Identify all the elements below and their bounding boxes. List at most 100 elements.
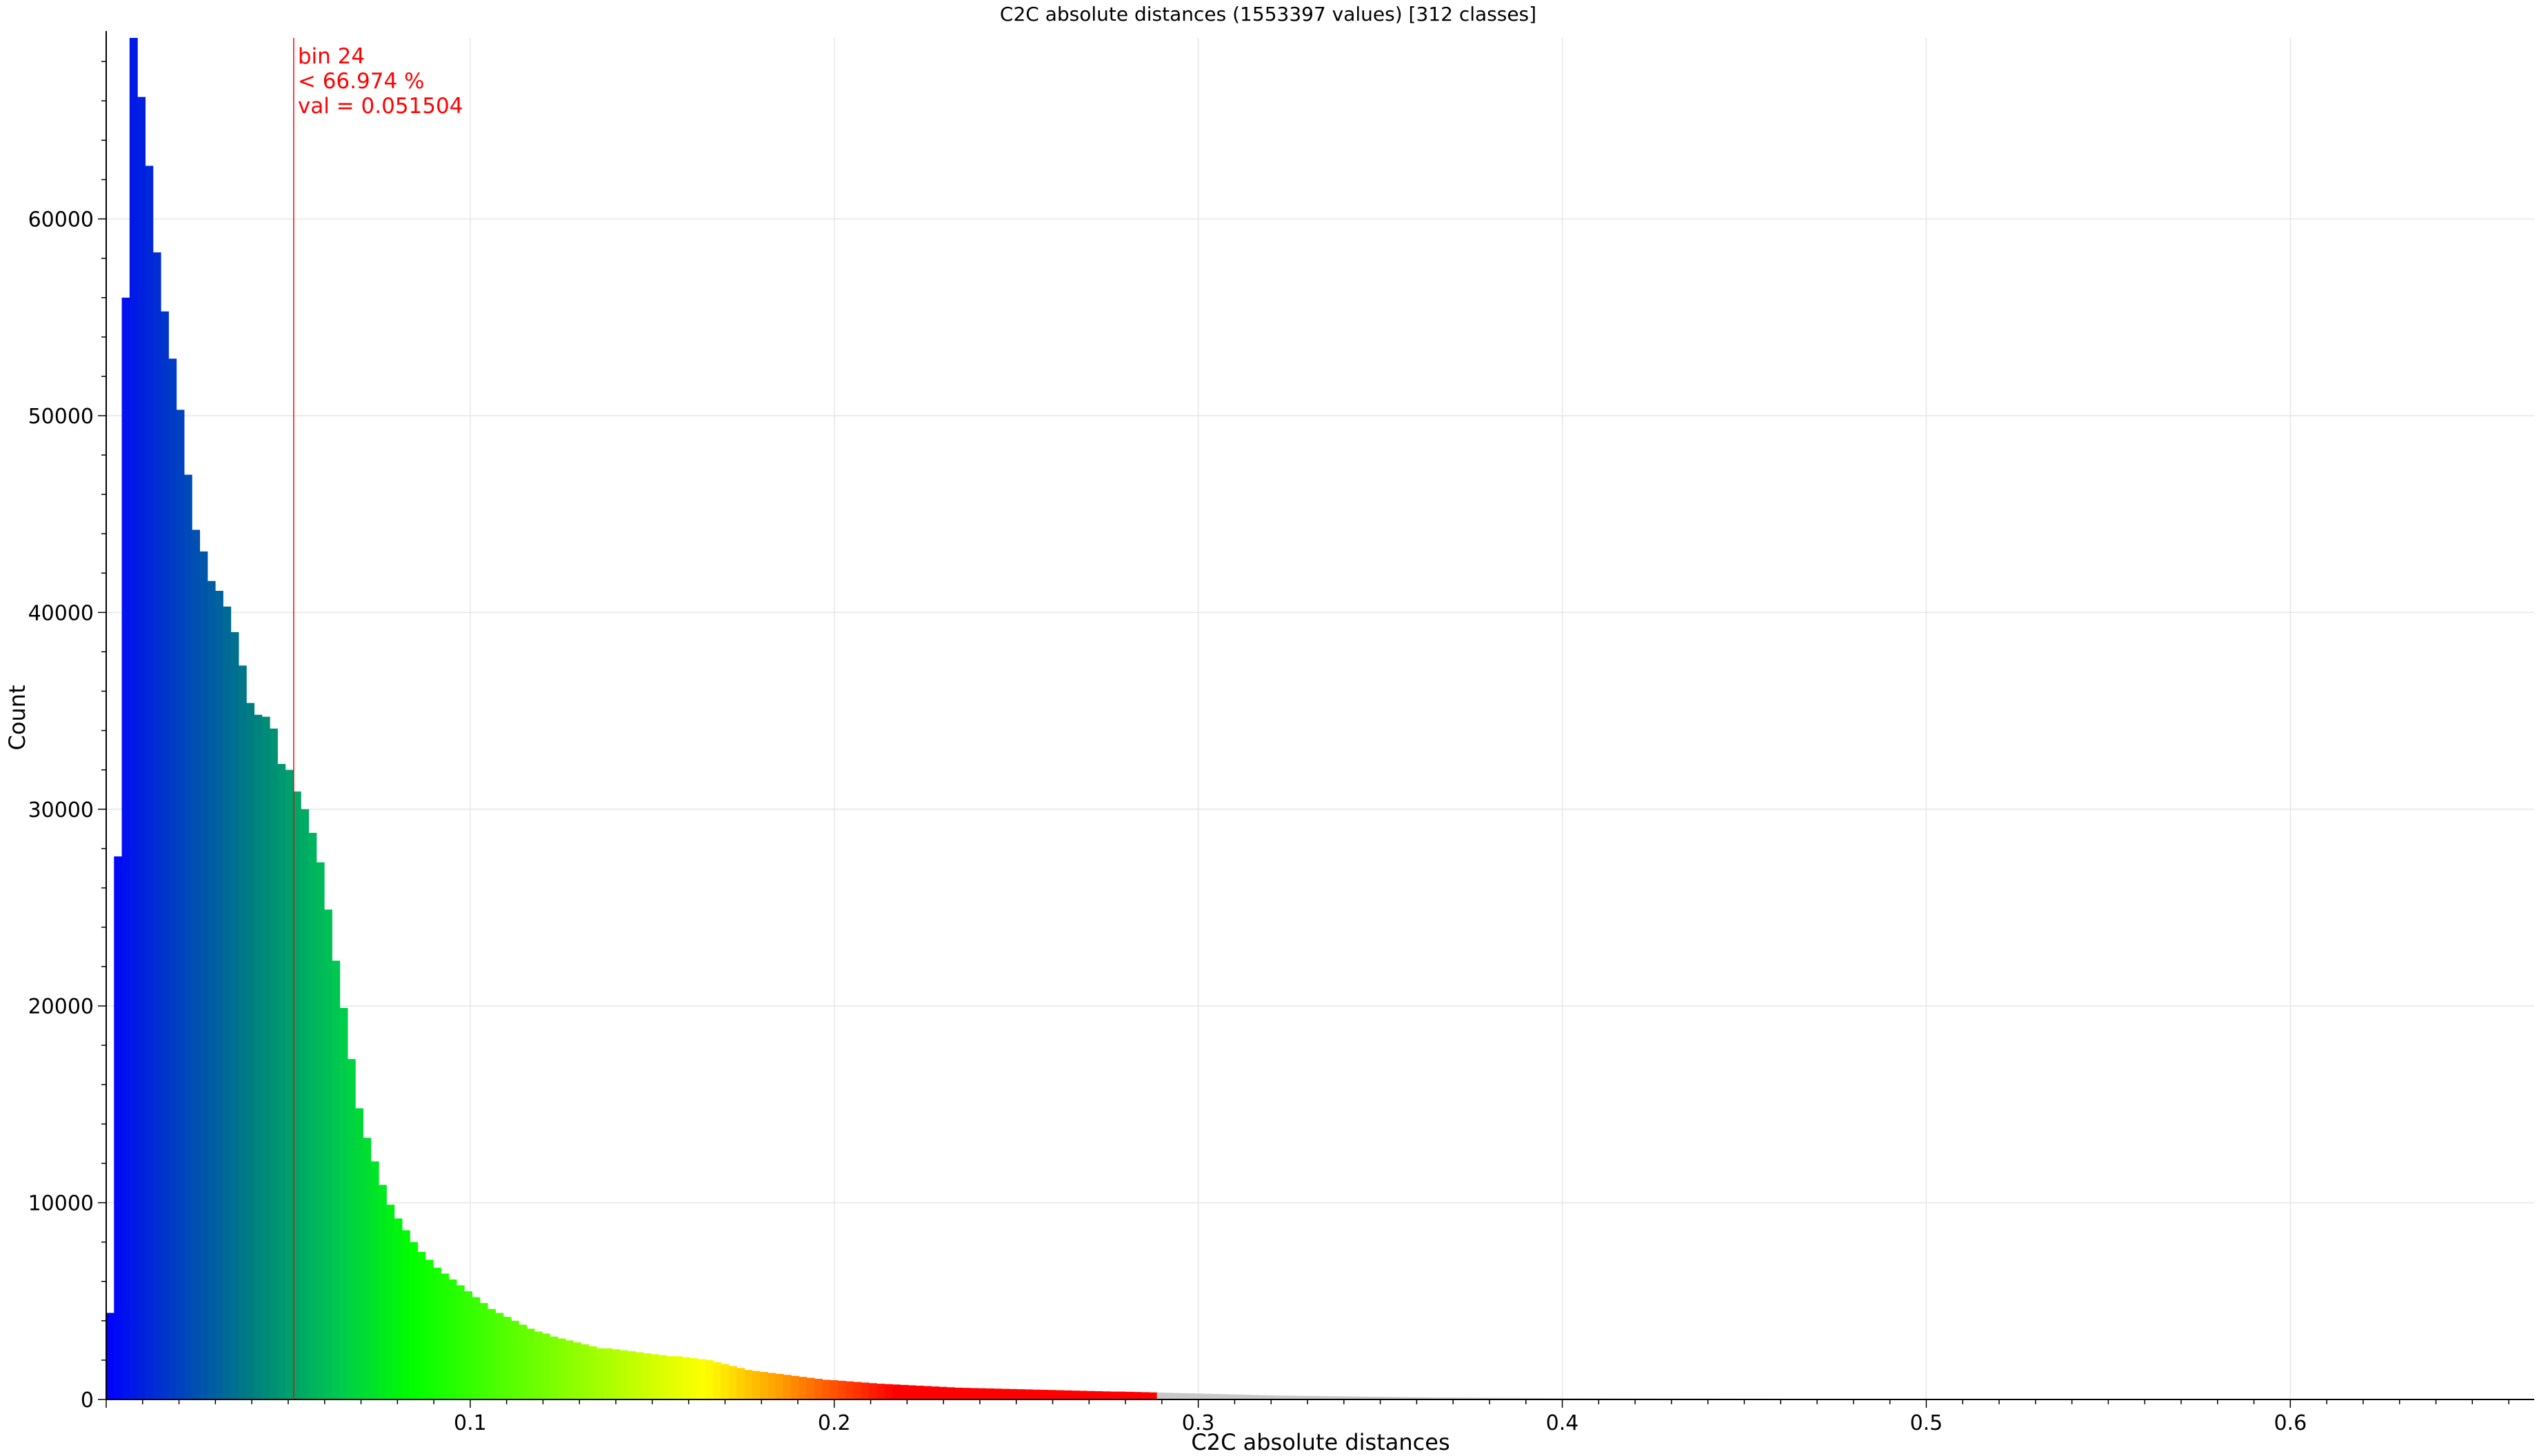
x-tick-label: 0.2 bbox=[818, 1411, 851, 1435]
histogram-bar bbox=[1538, 1397, 1547, 1399]
histogram-bar bbox=[192, 529, 201, 1400]
histogram-bar bbox=[1305, 1395, 1313, 1399]
x-tick-label: 0.4 bbox=[1546, 1411, 1579, 1435]
histogram-bar bbox=[1351, 1396, 1360, 1399]
histogram-bar bbox=[316, 862, 325, 1399]
histogram-bar bbox=[884, 1384, 893, 1399]
y-tick-label: 20000 bbox=[28, 995, 94, 1019]
chart-title: C2C absolute distances (1553397 values) … bbox=[1000, 3, 1536, 26]
histogram-bar bbox=[923, 1386, 932, 1399]
histogram-bar bbox=[659, 1355, 668, 1399]
histogram-bar bbox=[1289, 1395, 1298, 1399]
y-axis-title: Count bbox=[4, 685, 30, 750]
histogram-bar bbox=[985, 1388, 994, 1399]
histogram-bar bbox=[1296, 1395, 1305, 1399]
histogram-bar bbox=[837, 1380, 846, 1399]
histogram-bar bbox=[1110, 1391, 1119, 1399]
histogram-bar bbox=[915, 1386, 924, 1399]
histogram-bar bbox=[1180, 1393, 1189, 1399]
histogram-bar bbox=[1071, 1391, 1080, 1399]
histogram-bar bbox=[970, 1388, 979, 1399]
grid-layer bbox=[106, 38, 2534, 1399]
histogram-bar bbox=[223, 606, 232, 1399]
histogram-bar bbox=[604, 1348, 613, 1399]
histogram-bar bbox=[363, 1138, 372, 1399]
histogram-bar bbox=[557, 1338, 566, 1399]
histogram-bar bbox=[1094, 1391, 1103, 1399]
histogram-bar bbox=[1343, 1396, 1352, 1399]
histogram-bar bbox=[114, 856, 123, 1399]
histogram-bar bbox=[1499, 1397, 1508, 1399]
histogram-bar bbox=[573, 1342, 582, 1399]
histogram-bar bbox=[1312, 1396, 1321, 1399]
histogram-bar bbox=[1079, 1391, 1087, 1399]
histogram-bar bbox=[495, 1313, 504, 1399]
histogram-bar bbox=[1483, 1397, 1492, 1399]
histogram-bar bbox=[892, 1384, 901, 1399]
histogram-bar bbox=[1016, 1389, 1025, 1399]
histogram-bar bbox=[534, 1331, 543, 1399]
histogram-bar bbox=[246, 702, 255, 1399]
histogram-bar bbox=[1234, 1394, 1243, 1399]
histogram-bar bbox=[401, 1230, 410, 1399]
histogram-bar bbox=[736, 1368, 745, 1399]
histogram-bar bbox=[760, 1372, 768, 1399]
y-tick-label: 0 bbox=[81, 1388, 94, 1413]
histogram-bar bbox=[503, 1317, 512, 1399]
histogram-bar bbox=[1141, 1392, 1150, 1399]
histogram-bar bbox=[643, 1353, 652, 1399]
histogram-bar bbox=[1405, 1397, 1414, 1399]
histogram-bar bbox=[519, 1324, 528, 1399]
histogram-bar bbox=[1024, 1389, 1033, 1399]
histogram-bar bbox=[1273, 1395, 1282, 1399]
histogram-bar bbox=[1047, 1390, 1056, 1399]
histogram-bar bbox=[230, 631, 239, 1400]
histogram-bar bbox=[946, 1387, 955, 1399]
histogram-bar bbox=[137, 97, 146, 1400]
bars-layer bbox=[106, 38, 2535, 1400]
histogram-bar bbox=[261, 716, 270, 1399]
histogram-bar bbox=[1507, 1397, 1516, 1399]
histogram-bar bbox=[292, 791, 301, 1399]
histogram-bar bbox=[542, 1333, 550, 1399]
histogram-bar bbox=[417, 1251, 426, 1399]
histogram-bar bbox=[1530, 1397, 1539, 1399]
histogram-bar bbox=[682, 1357, 691, 1399]
histogram-bar bbox=[379, 1184, 387, 1399]
histogram-bar bbox=[145, 165, 154, 1400]
histogram-bar bbox=[1460, 1397, 1469, 1399]
histogram-bar bbox=[1118, 1391, 1127, 1399]
histogram-bar bbox=[845, 1381, 854, 1399]
x-tick-label: 0.3 bbox=[1182, 1411, 1215, 1435]
histogram-bar bbox=[215, 590, 223, 1399]
histogram-bar bbox=[277, 764, 286, 1399]
histogram-bar bbox=[176, 410, 185, 1399]
histogram-bar bbox=[799, 1377, 808, 1399]
histogram-bar bbox=[479, 1303, 488, 1399]
histogram-bar bbox=[1421, 1397, 1430, 1399]
histogram-bar bbox=[339, 1008, 348, 1399]
histogram-bar bbox=[954, 1387, 963, 1399]
histogram-bar bbox=[129, 38, 138, 1399]
histogram-bar bbox=[783, 1375, 792, 1399]
histogram-bar bbox=[635, 1352, 644, 1399]
histogram-bar bbox=[814, 1379, 823, 1399]
axes-layer: 0.1 0.2 0.3 0.4 0.5 0.6 0 10000 20000 30000 40000 5… bbox=[28, 31, 2534, 1435]
histogram-bar bbox=[806, 1377, 815, 1399]
marker-layer: bin 24< 66.974 %val = 0.051504 bbox=[293, 38, 463, 1399]
histogram-bar bbox=[666, 1356, 675, 1399]
histogram-bar bbox=[394, 1218, 403, 1399]
marker-label: bin 24 bbox=[298, 44, 365, 69]
histogram-bar bbox=[441, 1273, 450, 1399]
histogram-bar bbox=[370, 1161, 379, 1399]
histogram-bar bbox=[931, 1386, 940, 1399]
histogram-bar bbox=[1196, 1393, 1204, 1399]
histogram-bar bbox=[869, 1383, 877, 1399]
histogram-bar bbox=[1491, 1397, 1500, 1399]
histogram-bar bbox=[1242, 1395, 1251, 1399]
histogram-bar bbox=[853, 1382, 862, 1399]
x-tick-label: 0.5 bbox=[1910, 1411, 1943, 1435]
histogram-bar bbox=[1359, 1396, 1367, 1399]
histogram-bar bbox=[1258, 1395, 1267, 1399]
histogram-bar bbox=[308, 833, 317, 1399]
